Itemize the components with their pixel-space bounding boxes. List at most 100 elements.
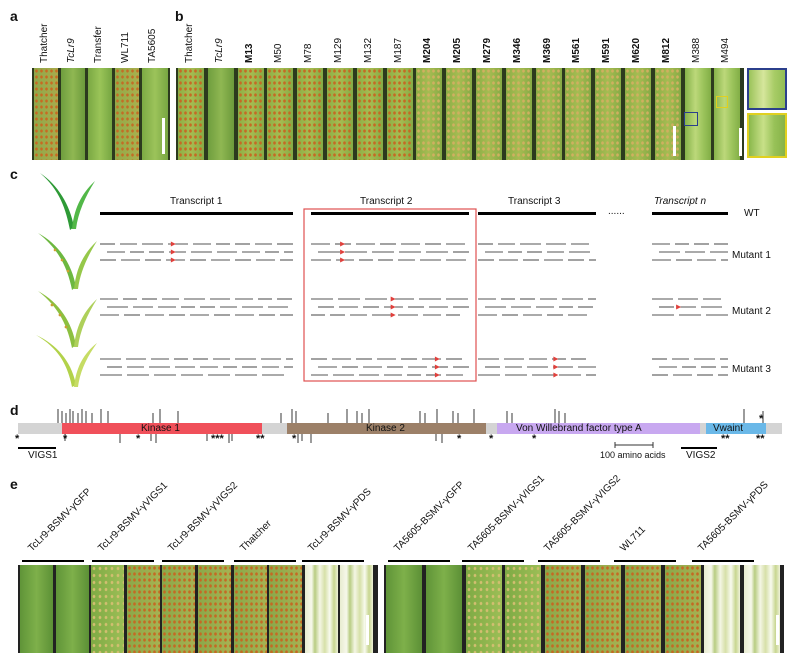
- leaf-tclr9-a: [61, 68, 85, 160]
- transcript-label: Transcript 1: [170, 196, 223, 207]
- leaf-b: [207, 68, 234, 160]
- leaf-e: [425, 565, 462, 653]
- seedling-wt-icon: [40, 173, 95, 230]
- stop-star: *: [532, 433, 537, 445]
- stop-star: *: [759, 413, 764, 425]
- leaf-e: [162, 565, 196, 653]
- line-label-a: Thatcher: [39, 23, 50, 63]
- transcript-label: Transcript 2: [360, 196, 413, 207]
- leaf-b: [297, 68, 324, 160]
- scale-bar-a: [162, 118, 165, 154]
- vigs1-bar: [18, 447, 56, 449]
- mutation-marker: [434, 372, 440, 378]
- leaf-e: [126, 565, 160, 653]
- scale-bar-b2: [739, 128, 742, 156]
- stop-star: **: [256, 433, 265, 445]
- leaf-b: [565, 68, 592, 160]
- group-label-e: TA5605-BSMV-γVIGS2: [542, 473, 623, 554]
- scale-bar-e1: [366, 615, 369, 645]
- leaf-b: [386, 68, 413, 160]
- vigs2-label: VIGS2: [686, 450, 716, 461]
- leaf-e: [269, 565, 303, 653]
- line-label-b: M561: [571, 37, 583, 63]
- mutation-marker: [434, 364, 440, 370]
- group-underline: [234, 560, 296, 562]
- mutation-marker: [676, 304, 682, 310]
- group-underline: [162, 560, 224, 562]
- transcript-label: Transcript 3: [508, 196, 561, 207]
- leaf-e: [664, 565, 701, 653]
- leaf-e: [465, 565, 502, 653]
- leaf-e: [304, 565, 338, 653]
- mutation-marker: [170, 257, 176, 263]
- leaf-e: [505, 565, 542, 653]
- line-label-b: M78: [303, 43, 315, 63]
- seedling-mutant1-icon: [38, 233, 97, 290]
- line-label-b: TcLr9: [213, 38, 225, 63]
- scale-bar-b1: [673, 126, 676, 156]
- mutation-marker: [340, 241, 346, 247]
- vigs1-label: VIGS1: [28, 450, 58, 461]
- leaf-b: [505, 68, 532, 160]
- line-label-b: M205: [452, 37, 464, 63]
- domain-vwaint: [706, 423, 766, 434]
- leaf-b: [327, 68, 353, 160]
- line-label-b: M132: [362, 37, 374, 63]
- mutation-marker: [340, 249, 346, 255]
- row-label-mutant2: Mutant 2: [732, 306, 771, 317]
- mutation-marker: [553, 356, 559, 362]
- domain-vwa: [497, 423, 700, 434]
- panel-a-leaf-image: [32, 68, 170, 160]
- group-label-e: WL711: [618, 524, 648, 554]
- inset-box-blue: [684, 112, 698, 126]
- line-label-b: M388: [690, 37, 702, 63]
- panel-label-c: c: [10, 166, 18, 182]
- group-label-e: TcLr9-BSMV-γVIGS2: [166, 480, 241, 554]
- domain-label-vwa: Von Willebrand factor type A: [516, 423, 642, 434]
- leaf-e: [545, 565, 582, 653]
- group-label-e: TcLr9-BSMV-γGFP: [26, 486, 94, 554]
- panel-label-d: d: [10, 402, 19, 418]
- line-label-b: M129: [333, 37, 344, 63]
- transcript-label: Transcript n: [654, 196, 707, 207]
- mutation-marker: [434, 356, 440, 362]
- leaf-e: [624, 565, 661, 653]
- group-underline: [92, 560, 154, 562]
- panel-label-e: e: [10, 476, 18, 492]
- group-label-e: TA5605-BSMV-γVIGS1: [466, 473, 547, 554]
- leaf-e: [20, 565, 53, 653]
- seedling-mutant2-icon: [38, 291, 97, 348]
- inset-zoom-blue: [747, 68, 787, 110]
- stop-star: *: [489, 433, 494, 445]
- stop-star: **: [756, 433, 765, 445]
- mutation-marker: [390, 304, 396, 310]
- seedling-mutant3-icon: [36, 335, 97, 387]
- mutation-marker: [553, 364, 559, 370]
- leaf-b: [625, 68, 651, 160]
- vigs2-bar: [681, 447, 717, 449]
- line-label-b: M13: [243, 43, 255, 63]
- domain-kinase2: [287, 423, 486, 434]
- stop-star: *: [457, 433, 462, 445]
- mutation-marker: [390, 296, 396, 302]
- transcript2-highlight-box: [303, 208, 477, 382]
- wt-transcript-bar: [478, 212, 596, 215]
- leaf-e: [55, 565, 89, 653]
- stop-star: **: [721, 433, 730, 445]
- leaf-e: [585, 565, 621, 653]
- group-underline: [462, 560, 524, 562]
- leaf-wl711-a: [115, 68, 139, 160]
- group-underline: [692, 560, 754, 562]
- stop-star: *: [136, 433, 141, 445]
- mutation-marker: [340, 257, 346, 263]
- domain-kinase1: [62, 423, 262, 434]
- group-underline: [22, 560, 84, 562]
- line-label-b: M369: [541, 37, 553, 63]
- group-label-e: TcLr9-BSMV-γVIGS1: [96, 480, 171, 554]
- transcript-ellipsis: ......: [608, 206, 625, 217]
- wt-transcript-bar: [652, 212, 728, 215]
- mutation-marker: [170, 241, 176, 247]
- group-underline: [388, 560, 450, 562]
- domain-label-kinase1: Kinase 1: [141, 423, 180, 434]
- panel-c-diagram: [36, 173, 728, 387]
